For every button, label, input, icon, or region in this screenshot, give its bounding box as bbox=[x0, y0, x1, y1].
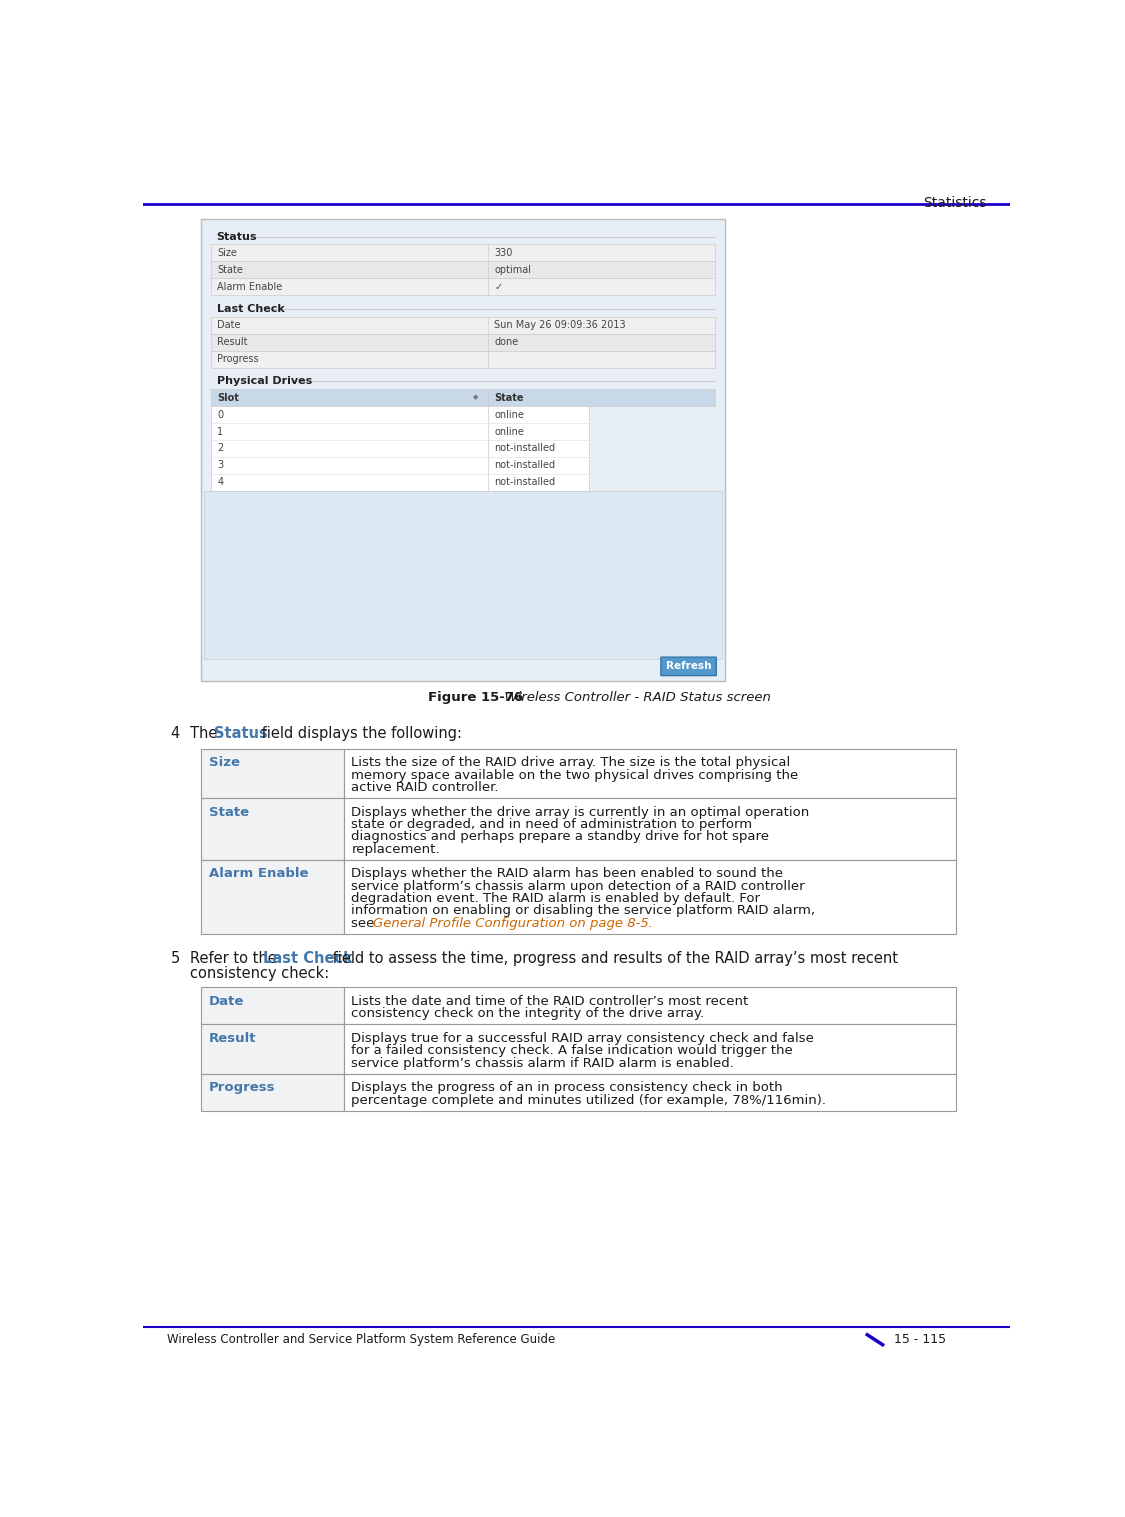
Text: State: State bbox=[494, 393, 524, 402]
Text: service platform’s chassis alarm upon detection of a RAID controller: service platform’s chassis alarm upon de… bbox=[351, 880, 806, 892]
Text: Progress: Progress bbox=[209, 1082, 276, 1094]
Text: Displays true for a successful RAID array consistency check and false: Displays true for a successful RAID arra… bbox=[351, 1032, 814, 1045]
Text: service platform’s chassis alarm if RAID alarm is enabled.: service platform’s chassis alarm if RAID… bbox=[351, 1057, 735, 1069]
Text: 0: 0 bbox=[217, 410, 224, 420]
Text: Statistics: Statistics bbox=[924, 196, 987, 209]
Text: 5: 5 bbox=[170, 951, 180, 965]
Text: Physical Drives: Physical Drives bbox=[217, 376, 312, 387]
Text: online: online bbox=[494, 410, 524, 420]
Text: Result: Result bbox=[217, 337, 248, 347]
Text: General Profile Configuration on page 8-5.: General Profile Configuration on page 8-… bbox=[372, 916, 652, 930]
Text: for a failed consistency check. A false indication would trigger the: for a failed consistency check. A false … bbox=[351, 1044, 793, 1057]
Text: replacement.: replacement. bbox=[351, 843, 440, 856]
Text: information on enabling or disabling the service platform RAID alarm,: information on enabling or disabling the… bbox=[351, 904, 816, 918]
Text: Alarm Enable: Alarm Enable bbox=[217, 282, 282, 291]
Text: 330: 330 bbox=[494, 247, 513, 258]
Text: consistency check on the integrity of the drive array.: consistency check on the integrity of th… bbox=[351, 1007, 704, 1021]
Text: ◆: ◆ bbox=[472, 394, 478, 400]
Text: 2: 2 bbox=[217, 443, 224, 454]
Bar bbox=[212, 278, 714, 296]
Text: Figure 15-76: Figure 15-76 bbox=[429, 692, 523, 704]
Bar bbox=[212, 317, 714, 334]
Bar bbox=[201, 798, 343, 860]
Text: 3: 3 bbox=[217, 460, 224, 470]
Text: ✓: ✓ bbox=[494, 282, 503, 291]
Text: not-installed: not-installed bbox=[494, 478, 556, 487]
Bar bbox=[343, 860, 956, 933]
Bar bbox=[212, 334, 714, 350]
Text: field displays the following:: field displays the following: bbox=[258, 725, 462, 740]
Text: field to assess the time, progress and results of the RAID array’s most recent: field to assess the time, progress and r… bbox=[328, 951, 898, 965]
Text: consistency check:: consistency check: bbox=[190, 966, 328, 981]
Text: state or degraded, and in need of administration to perform: state or degraded, and in need of admini… bbox=[351, 818, 753, 831]
Text: Displays whether the drive array is currently in an optimal operation: Displays whether the drive array is curr… bbox=[351, 806, 810, 819]
Bar bbox=[201, 1074, 343, 1110]
Text: Status: Status bbox=[217, 232, 258, 241]
Bar bbox=[201, 749, 343, 798]
Text: Slot: Slot bbox=[217, 393, 240, 402]
Text: 4: 4 bbox=[217, 478, 224, 487]
Text: memory space available on the two physical drives comprising the: memory space available on the two physic… bbox=[351, 769, 799, 781]
Bar bbox=[343, 988, 956, 1024]
Text: percentage complete and minutes utilized (for example, 78%/116min).: percentage complete and minutes utilized… bbox=[351, 1094, 827, 1107]
Text: Alarm Enable: Alarm Enable bbox=[209, 868, 308, 880]
Text: Date: Date bbox=[217, 320, 241, 331]
Text: Last Check: Last Check bbox=[217, 303, 285, 314]
Text: Progress: Progress bbox=[217, 353, 259, 364]
Bar bbox=[201, 218, 724, 681]
Text: Result: Result bbox=[209, 1032, 256, 1045]
Text: State: State bbox=[209, 806, 249, 819]
Text: 4: 4 bbox=[170, 725, 180, 740]
Text: not-installed: not-installed bbox=[494, 460, 556, 470]
Bar bbox=[201, 988, 343, 1024]
Text: Displays whether the RAID alarm has been enabled to sound the: Displays whether the RAID alarm has been… bbox=[351, 868, 783, 880]
Bar bbox=[343, 749, 956, 798]
Text: Last Check: Last Check bbox=[263, 951, 352, 965]
Text: optimal: optimal bbox=[494, 265, 531, 275]
Bar bbox=[212, 244, 714, 261]
Bar bbox=[212, 261, 714, 278]
Bar bbox=[212, 407, 588, 492]
Bar bbox=[201, 860, 343, 933]
Text: Refer to the: Refer to the bbox=[190, 951, 281, 965]
Text: Sun May 26 09:09:36 2013: Sun May 26 09:09:36 2013 bbox=[494, 320, 626, 331]
Bar bbox=[205, 492, 722, 660]
Text: Lists the size of the RAID drive array. The size is the total physical: Lists the size of the RAID drive array. … bbox=[351, 757, 791, 769]
Text: not-installed: not-installed bbox=[494, 443, 556, 454]
Text: Date: Date bbox=[209, 995, 244, 1009]
Bar bbox=[343, 1074, 956, 1110]
Text: Refresh: Refresh bbox=[666, 661, 711, 672]
Text: done: done bbox=[494, 337, 519, 347]
Bar bbox=[212, 390, 714, 407]
Text: Displays the progress of an in process consistency check in both: Displays the progress of an in process c… bbox=[351, 1082, 783, 1094]
Text: The: The bbox=[190, 725, 222, 740]
Text: diagnostics and perhaps prepare a standby drive for hot spare: diagnostics and perhaps prepare a standb… bbox=[351, 830, 770, 843]
Text: Size: Size bbox=[217, 247, 237, 258]
Text: active RAID controller.: active RAID controller. bbox=[351, 781, 498, 793]
Bar bbox=[201, 1024, 343, 1074]
Text: Wireless Controller - RAID Status screen: Wireless Controller - RAID Status screen bbox=[496, 692, 771, 704]
Text: Wireless Controller and Service Platform System Reference Guide: Wireless Controller and Service Platform… bbox=[166, 1333, 555, 1346]
Bar bbox=[343, 798, 956, 860]
Bar bbox=[212, 350, 714, 367]
FancyBboxPatch shape bbox=[660, 657, 717, 675]
Text: Status: Status bbox=[214, 725, 268, 740]
Text: Lists the date and time of the RAID controller’s most recent: Lists the date and time of the RAID cont… bbox=[351, 995, 748, 1009]
Bar bbox=[343, 1024, 956, 1074]
Text: see: see bbox=[351, 916, 379, 930]
Text: State: State bbox=[217, 265, 243, 275]
Text: Size: Size bbox=[209, 757, 240, 769]
Text: online: online bbox=[494, 426, 524, 437]
Text: 1: 1 bbox=[217, 426, 224, 437]
Text: 15 - 115: 15 - 115 bbox=[894, 1333, 946, 1346]
Text: degradation event. The RAID alarm is enabled by default. For: degradation event. The RAID alarm is ena… bbox=[351, 892, 760, 906]
